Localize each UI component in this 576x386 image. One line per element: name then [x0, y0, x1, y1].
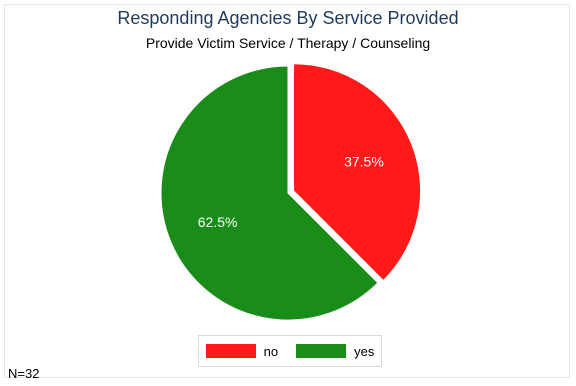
slice-label-no: 37.5%: [344, 154, 384, 170]
chart-frame: [4, 4, 570, 378]
pie-slice-yes: [160, 65, 379, 321]
sample-size-note: N=32: [8, 366, 40, 381]
chart-title: Responding Agencies By Service Provided: [117, 8, 459, 28]
legend-swatch-yes: [296, 344, 347, 358]
legend-item-no: no: [205, 343, 279, 359]
slice-label-yes: 62.5%: [198, 214, 238, 230]
chart-legend: no yes: [198, 335, 382, 367]
pie-slice-no: [293, 63, 422, 282]
legend-label-yes: yes: [354, 343, 375, 359]
legend-label-no: no: [263, 343, 279, 359]
legend-item-yes: yes: [296, 344, 374, 359]
chart-subtitle: Provide Victim Service / Therapy / Couns…: [145, 35, 431, 51]
legend-swatch-no: [205, 344, 256, 358]
